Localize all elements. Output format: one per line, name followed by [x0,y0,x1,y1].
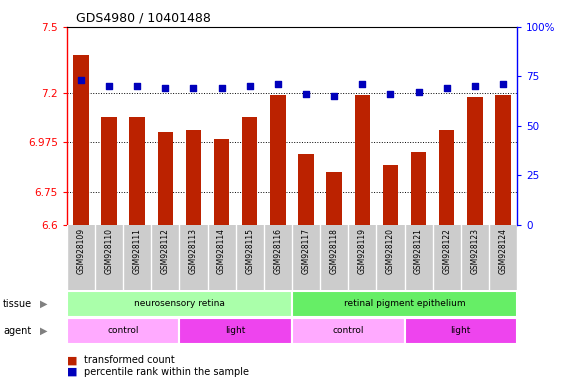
Bar [73,55,89,225]
Bar [292,318,404,344]
Bar [411,152,426,225]
Bar [186,130,201,225]
Bar [270,95,286,225]
Text: GSM928122: GSM928122 [442,228,451,274]
Bar [467,97,483,225]
Text: ■: ■ [67,367,77,377]
Text: GDS4980 / 10401488: GDS4980 / 10401488 [76,12,210,25]
Bar [404,318,517,344]
Bar [292,291,517,317]
Bar [67,318,180,344]
Text: agent: agent [3,326,31,336]
Point [414,89,423,95]
Bar [298,154,314,225]
Bar [67,291,292,317]
Point [442,85,451,91]
Bar [495,95,511,225]
Bar [180,318,292,344]
Bar [439,130,454,225]
Text: GSM928110: GSM928110 [105,228,113,274]
Text: GSM928124: GSM928124 [498,228,508,274]
Text: light: light [225,326,246,335]
Text: GSM928111: GSM928111 [132,228,142,274]
Point [132,83,142,89]
Text: GSM928123: GSM928123 [471,228,479,274]
Point [245,83,254,89]
Text: GSM928118: GSM928118 [329,228,339,274]
Text: GSM928115: GSM928115 [245,228,254,274]
Point [189,85,198,91]
Text: GSM928121: GSM928121 [414,228,423,274]
Text: GSM928113: GSM928113 [189,228,198,274]
Point [273,81,282,87]
Bar [327,172,342,225]
Text: GSM928114: GSM928114 [217,228,226,274]
Text: GSM928120: GSM928120 [386,228,395,274]
Text: GSM928116: GSM928116 [274,228,282,274]
Bar [157,132,173,225]
Text: GSM928119: GSM928119 [358,228,367,274]
Point [498,81,508,87]
Text: ▶: ▶ [40,326,47,336]
Point [358,81,367,87]
Point [302,91,311,97]
Point [105,83,114,89]
Bar [242,117,257,225]
Text: neurosensory retina: neurosensory retina [134,299,225,308]
Text: transformed count: transformed count [84,355,175,365]
Point [329,93,339,99]
Text: tissue: tissue [3,299,32,309]
Text: light: light [451,326,471,335]
Point [386,91,395,97]
Text: GSM928109: GSM928109 [76,228,85,274]
Bar [130,117,145,225]
Text: retinal pigment epithelium: retinal pigment epithelium [344,299,465,308]
Text: ■: ■ [67,355,77,365]
Text: GSM928112: GSM928112 [161,228,170,274]
Text: ▶: ▶ [40,299,47,309]
Bar [354,95,370,225]
Point [470,83,479,89]
Text: control: control [107,326,139,335]
Bar [383,166,398,225]
Point [161,85,170,91]
Point [217,85,226,91]
Text: GSM928117: GSM928117 [302,228,310,274]
Text: control: control [332,326,364,335]
Text: percentile rank within the sample: percentile rank within the sample [84,367,249,377]
Bar [214,139,229,225]
Bar [101,117,117,225]
Point [76,77,85,83]
